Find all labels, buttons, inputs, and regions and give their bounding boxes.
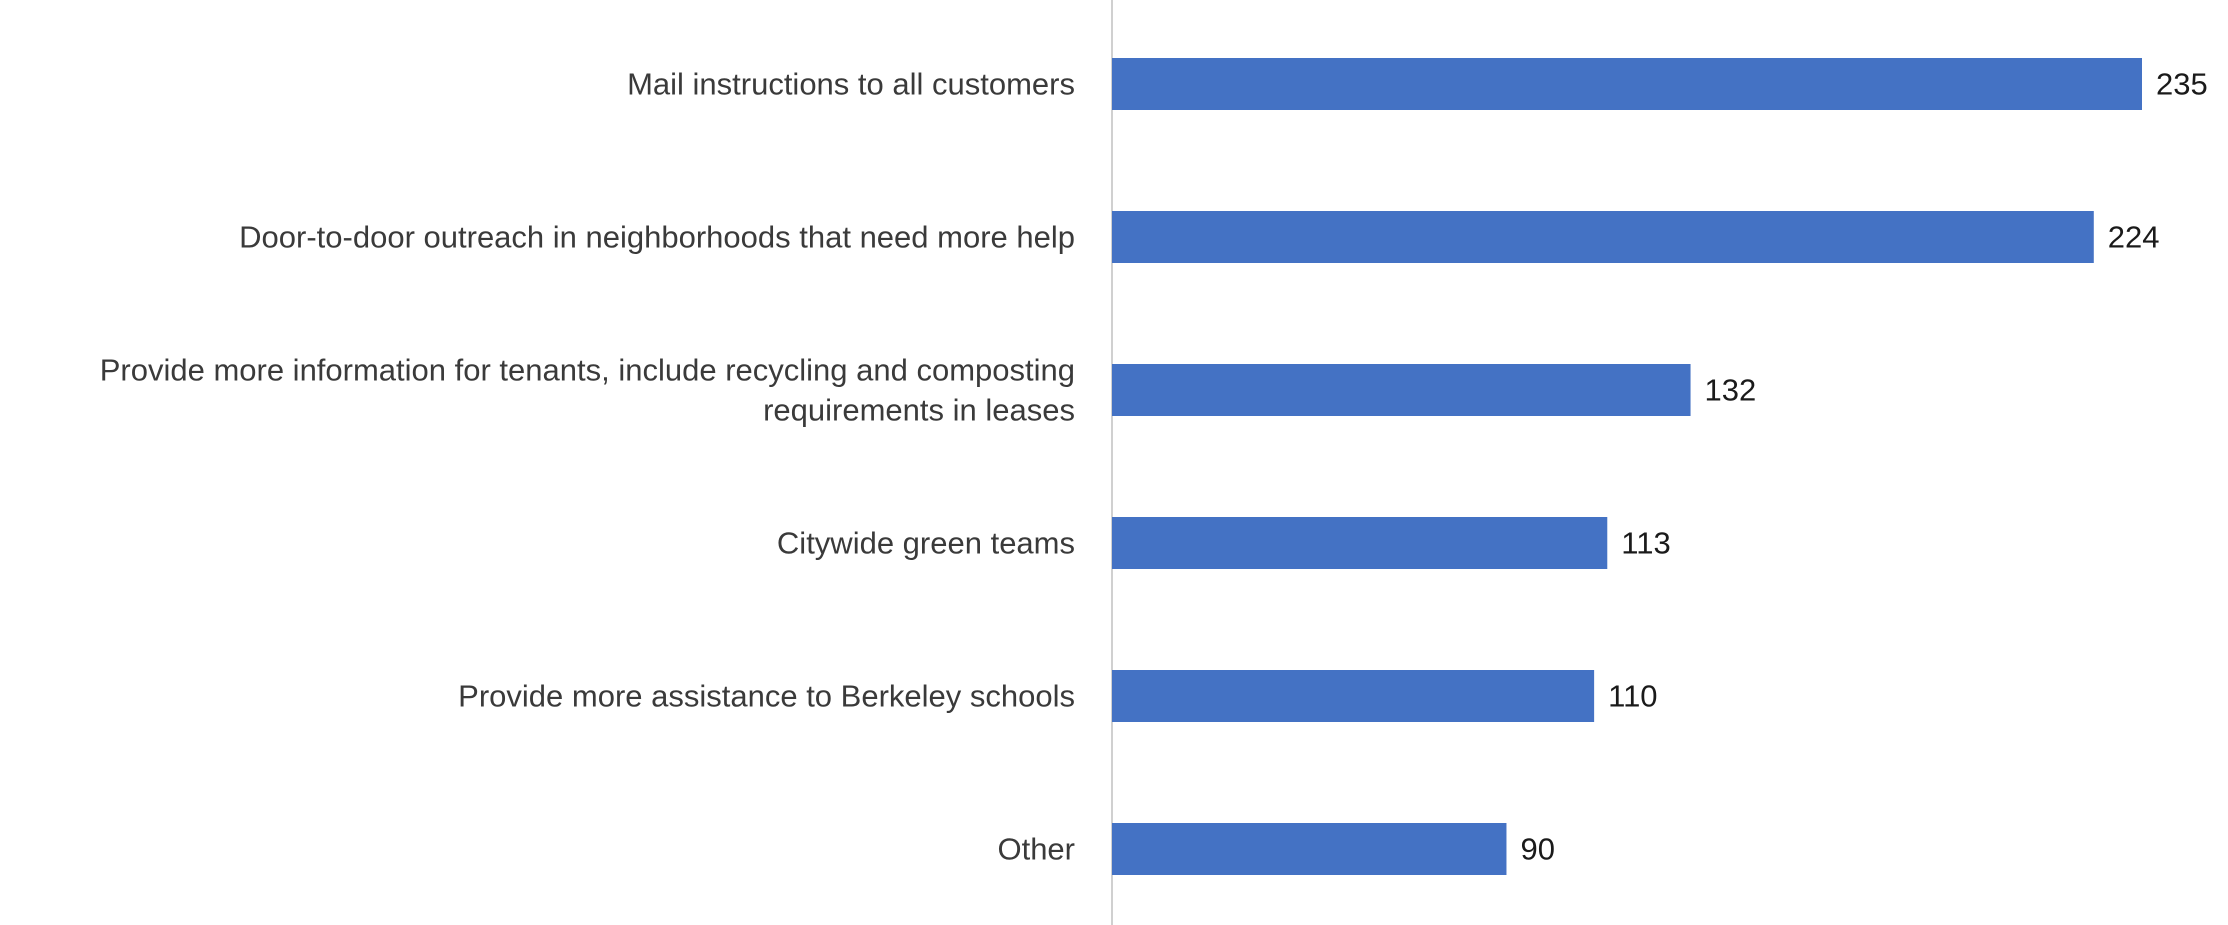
bar-2 bbox=[1112, 364, 1691, 416]
value-label-1: 224 bbox=[2108, 220, 2160, 255]
category-label-5: Other bbox=[997, 832, 1075, 867]
category-label-2-line-0: Provide more information for tenants, in… bbox=[100, 353, 1075, 388]
value-label-2: 132 bbox=[1705, 373, 1757, 408]
category-labels-group: Mail instructions to all customers Door-t… bbox=[100, 67, 1075, 867]
category-label-1: Door-to-door outreach in neighborhoods t… bbox=[239, 220, 1075, 255]
value-label-4: 110 bbox=[1608, 679, 1657, 714]
bars-group bbox=[1112, 58, 2142, 875]
category-label-2-line-1: requirements in leases bbox=[763, 393, 1075, 428]
value-label-5: 90 bbox=[1520, 832, 1554, 867]
value-label-0: 235 bbox=[2156, 67, 2208, 102]
value-labels-group: 235 224 132 113 110 90 bbox=[1520, 67, 2207, 867]
bar-4 bbox=[1112, 670, 1594, 722]
value-label-3: 113 bbox=[1621, 526, 1670, 561]
category-label-4: Provide more assistance to Berkeley scho… bbox=[458, 679, 1075, 714]
category-label-3: Citywide green teams bbox=[777, 526, 1075, 561]
bar-1 bbox=[1112, 211, 2094, 263]
bar-3 bbox=[1112, 517, 1607, 569]
bar-0 bbox=[1112, 58, 2142, 110]
bar-5 bbox=[1112, 823, 1506, 875]
category-label-0: Mail instructions to all customers bbox=[627, 67, 1075, 102]
